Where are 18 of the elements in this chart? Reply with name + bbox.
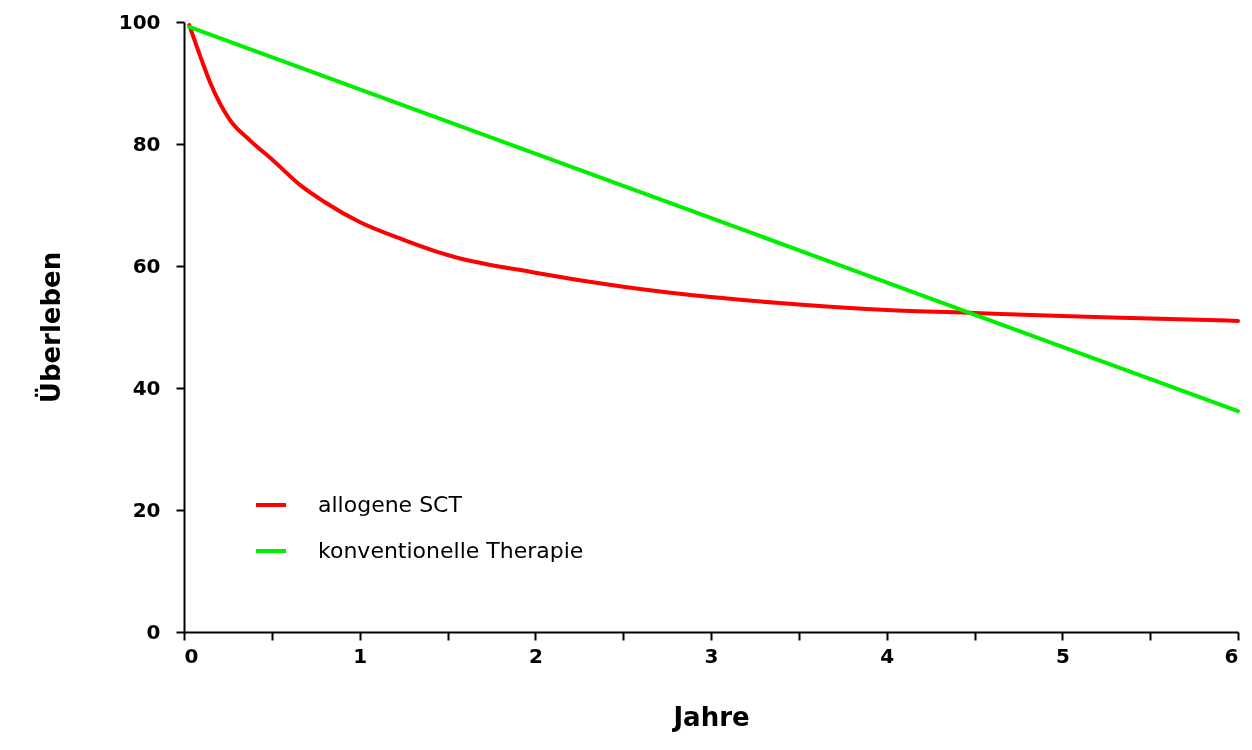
y-axis-title: Überleben [33, 251, 66, 404]
x-tick-label: 1 [353, 643, 368, 668]
y-tick-label: 60 [132, 253, 161, 278]
x-tick-label: 5 [1055, 643, 1070, 668]
x-tick-label: 2 [528, 643, 543, 668]
legend-label: allogene SCT [318, 492, 463, 517]
legend-label: konventionelle Therapie [318, 538, 584, 563]
y-tick-label: 100 [118, 9, 161, 34]
line-series [187, 23, 1240, 323]
x-tick-label: 0 [184, 643, 199, 668]
y-tick-label: 40 [132, 375, 161, 400]
y-tick-label: 20 [132, 497, 161, 522]
x-tick-label: 4 [880, 643, 895, 668]
x-tick-label: 3 [704, 643, 719, 668]
y-tick-label: 0 [146, 619, 161, 644]
x-tick-label: 6 [1224, 643, 1239, 668]
x-axis-title: Jahre [671, 701, 750, 732]
y-tick-label: 80 [132, 131, 161, 156]
